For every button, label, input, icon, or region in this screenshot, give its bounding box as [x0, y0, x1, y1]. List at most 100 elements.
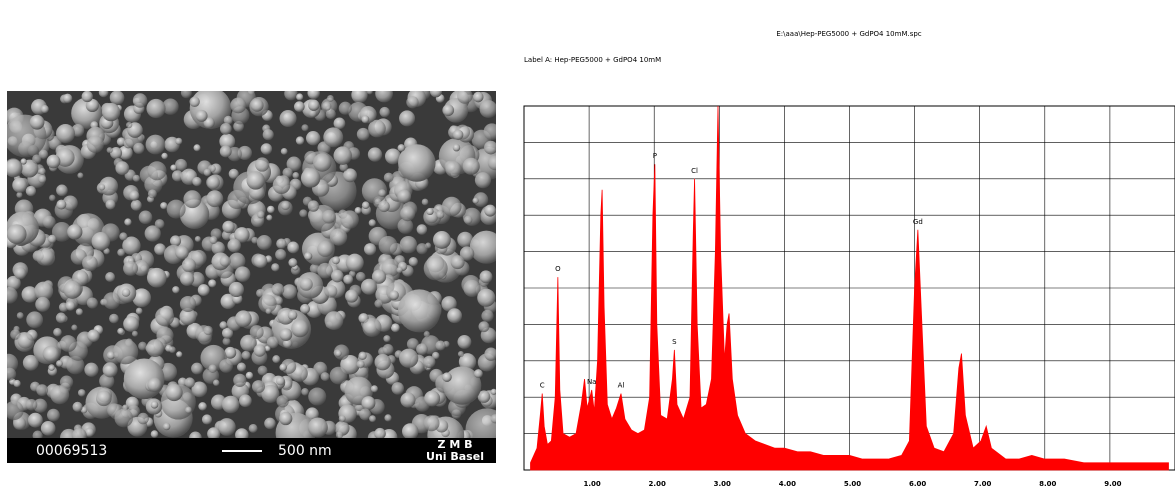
particle — [479, 321, 490, 332]
x-tick-label: 8.00 — [1039, 480, 1056, 488]
particle — [103, 292, 120, 309]
particle — [35, 297, 50, 312]
particle — [362, 201, 370, 209]
particle — [146, 339, 164, 357]
particle — [223, 337, 231, 345]
particle — [317, 241, 333, 257]
particle — [49, 195, 56, 202]
particle — [433, 231, 451, 249]
particle — [321, 372, 330, 381]
x-tick-label: 3.00 — [714, 480, 731, 488]
particle — [402, 423, 418, 439]
particle — [119, 232, 127, 240]
particle — [56, 360, 63, 367]
particle — [445, 161, 461, 177]
particle — [109, 314, 119, 324]
peak-label: Al — [618, 382, 625, 390]
particle — [255, 157, 269, 171]
particle — [107, 147, 113, 153]
chart-subtitle: Label A: Hep-PEG5000 + GdPO4 10mM — [524, 56, 661, 64]
particle — [442, 104, 454, 116]
particle — [4, 158, 22, 176]
particle — [332, 256, 340, 264]
particle — [87, 330, 99, 342]
particle — [331, 270, 344, 283]
particle — [84, 363, 98, 377]
particle — [147, 268, 167, 288]
particle — [375, 85, 393, 103]
particle — [280, 328, 293, 341]
particle — [327, 95, 334, 102]
particle — [155, 307, 174, 326]
particle — [48, 235, 56, 243]
particle — [222, 221, 234, 233]
particle — [92, 232, 111, 251]
particle — [378, 201, 389, 212]
x-tick-label: 2.00 — [649, 480, 666, 488]
particle — [361, 279, 377, 295]
particle — [133, 93, 148, 108]
particle — [275, 249, 286, 260]
particle — [114, 409, 133, 428]
particle — [129, 191, 139, 201]
particle — [369, 219, 376, 226]
particle — [400, 206, 415, 221]
particle — [105, 272, 115, 282]
particle — [218, 418, 236, 436]
particle — [122, 288, 131, 297]
particle — [163, 423, 170, 430]
particle — [362, 318, 381, 337]
particle — [299, 209, 307, 217]
particle — [161, 153, 167, 159]
particle — [356, 272, 366, 282]
particle — [398, 289, 441, 332]
particle — [473, 92, 484, 103]
particle — [251, 99, 264, 112]
particle — [151, 430, 159, 438]
particle — [339, 415, 346, 422]
particle — [137, 413, 149, 425]
particle — [281, 148, 288, 155]
particle — [219, 321, 227, 329]
particle — [237, 362, 246, 371]
particle — [343, 274, 353, 284]
particle — [272, 355, 280, 363]
particle — [239, 394, 252, 407]
particle — [133, 143, 144, 154]
particle — [67, 224, 82, 239]
particle — [198, 284, 210, 296]
particle — [391, 323, 400, 332]
particle — [296, 136, 304, 144]
particle — [261, 143, 272, 154]
particle — [233, 374, 246, 387]
particle — [361, 396, 375, 410]
particle — [155, 219, 165, 229]
particle — [426, 208, 433, 215]
particle — [409, 257, 418, 266]
particle — [48, 364, 55, 371]
particle — [391, 382, 404, 395]
institution: Uni Basel — [426, 450, 484, 463]
particle — [73, 402, 83, 412]
particle — [183, 190, 201, 208]
particle — [335, 350, 341, 356]
particle — [276, 239, 286, 249]
particle — [176, 351, 182, 357]
particle — [369, 415, 376, 422]
particle — [267, 206, 275, 214]
peak-label: O — [555, 265, 561, 273]
particle — [383, 335, 390, 342]
particle — [250, 325, 264, 339]
particle — [254, 344, 266, 356]
particle — [213, 380, 219, 386]
particle — [358, 352, 366, 360]
particle — [36, 384, 48, 396]
particle — [132, 331, 138, 337]
particle — [322, 210, 336, 224]
particle — [417, 224, 428, 235]
particle — [169, 346, 176, 353]
particle — [375, 354, 391, 370]
particle — [294, 101, 305, 112]
particle — [334, 117, 346, 129]
particle — [198, 402, 207, 411]
